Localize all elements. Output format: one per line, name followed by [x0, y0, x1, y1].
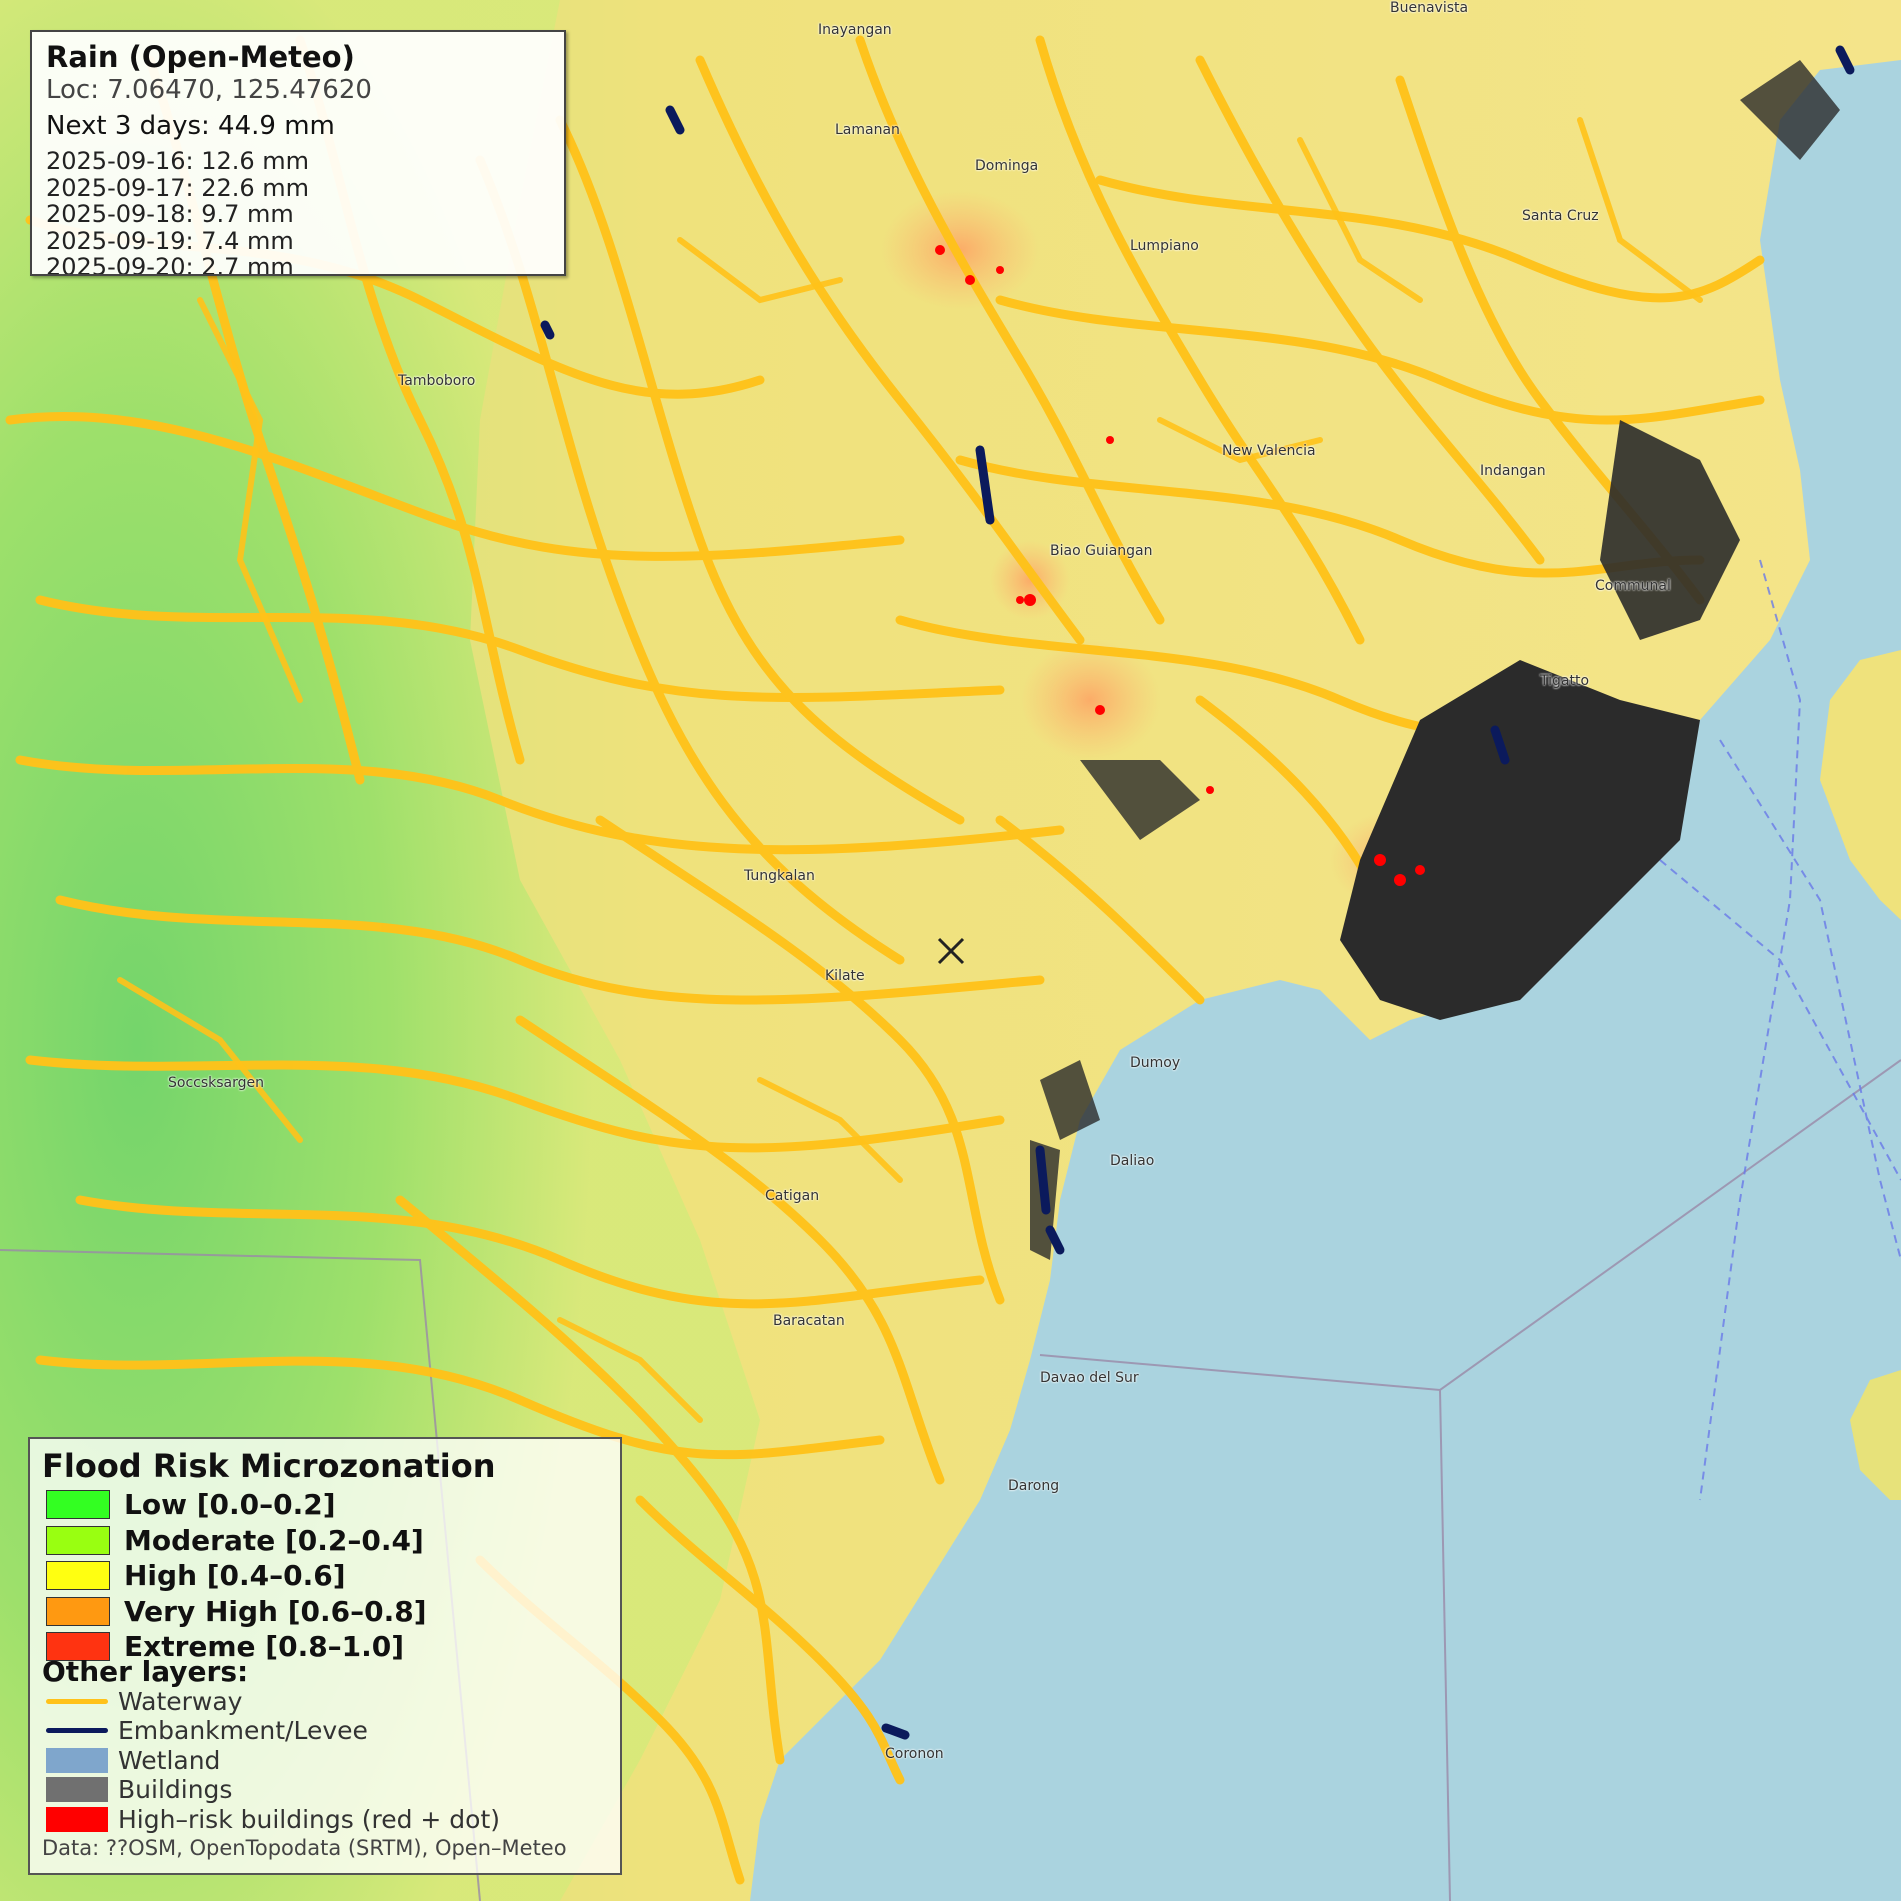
- rain-location: Loc: 7.06470, 125.47620: [46, 75, 372, 105]
- high-risk-buildings: [935, 245, 1425, 886]
- rain-day-item: 2025-09-19: 7.4 mm: [46, 226, 294, 255]
- legend-swatch: [46, 1490, 110, 1520]
- legend-label: Waterway: [118, 1686, 243, 1716]
- rain-total: Next 3 days: 44.9 mm: [46, 111, 335, 141]
- other-layers-list: Waterway Embankment/Levee Wetland Buildi…: [42, 1687, 608, 1835]
- legend-label: Moderate [0.2–0.4]: [124, 1523, 424, 1557]
- legend-label: Very High [0.6–0.8]: [124, 1594, 427, 1628]
- ferry-routes: [1659, 559, 1901, 1501]
- legend-item-high: High [0.4–0.6]: [42, 1558, 608, 1594]
- samal-island: [1820, 650, 1901, 920]
- legend-item-levee: Embankment/Levee: [42, 1716, 608, 1746]
- rain-daily-list: 2025-09-16: 12.6 mm 2025-09-17: 22.6 mm …: [46, 147, 550, 276]
- waterway-minor: [117, 117, 1703, 1423]
- legend-label: Buildings: [118, 1775, 233, 1805]
- legend-item-waterway: Waterway: [42, 1687, 608, 1717]
- waterway-line-icon: [46, 1698, 108, 1704]
- legend-label: Wetland: [118, 1745, 221, 1775]
- legend-item-wetland: Wetland: [42, 1746, 608, 1776]
- rain-forecast-panel: Rain (Open-Meteo) Loc: 7.06470, 125.4762…: [30, 30, 566, 276]
- legend-label: High–risk buildings (red + dot): [118, 1804, 501, 1834]
- legend-item-high-risk-buildings: High–risk buildings (red + dot): [42, 1805, 608, 1835]
- other-layers-title: Other layers:: [42, 1654, 249, 1688]
- legend-label: High [0.4–0.6]: [124, 1559, 346, 1593]
- rain-day-item: 2025-09-17: 22.6 mm: [46, 173, 310, 202]
- rain-day-item: 2025-09-20: 2.7 mm: [46, 253, 294, 276]
- legend-item-very-high: Very High [0.6–0.8]: [42, 1594, 608, 1630]
- legend-item-low: Low [0.0–0.2]: [42, 1487, 608, 1523]
- levee-line-icon: [46, 1728, 108, 1734]
- location-marker-icon: [937, 937, 965, 965]
- rain-day-item: 2025-09-18: 9.7 mm: [46, 200, 294, 228]
- wetland-swatch-icon: [46, 1747, 108, 1773]
- rain-day-item: 2025-09-16: 12.6 mm: [46, 147, 310, 175]
- legend-title: Flood Risk Microzonation: [42, 1447, 496, 1485]
- legend-swatch: [46, 1596, 110, 1626]
- legend-item-moderate: Moderate [0.2–0.4]: [42, 1523, 608, 1559]
- levee-layer: [540, 45, 1855, 1740]
- data-attribution: Data: ??OSM, OpenTopodata (SRTM), Open–M…: [42, 1836, 567, 1860]
- legend-swatch: [46, 1561, 110, 1591]
- legend-item-extreme: Extreme [0.8–1.0]: [42, 1629, 608, 1665]
- legend-panel: Flood Risk Microzonation Low [0.0–0.2] M…: [28, 1437, 622, 1875]
- legend-label: Extreme [0.8–1.0]: [124, 1630, 405, 1664]
- legend-label: Low [0.0–0.2]: [124, 1488, 336, 1522]
- upland-zone: [0, 0, 760, 1901]
- legend-item-buildings: Buildings: [42, 1775, 608, 1805]
- buildings-layer: [1030, 60, 1840, 1260]
- buildings-swatch-icon: [46, 1777, 108, 1803]
- legend-swatch: [46, 1525, 110, 1555]
- legend-swatch: [46, 1632, 110, 1662]
- high-risk-swatch-icon: [46, 1806, 108, 1832]
- waterway-network: [5, 35, 1765, 1885]
- risk-class-list: Low [0.0–0.2] Moderate [0.2–0.4] High [0…: [42, 1487, 608, 1665]
- talikud-island: [1850, 1370, 1901, 1500]
- rain-panel-title: Rain (Open-Meteo): [46, 40, 355, 74]
- legend-label: Embankment/Levee: [118, 1716, 368, 1746]
